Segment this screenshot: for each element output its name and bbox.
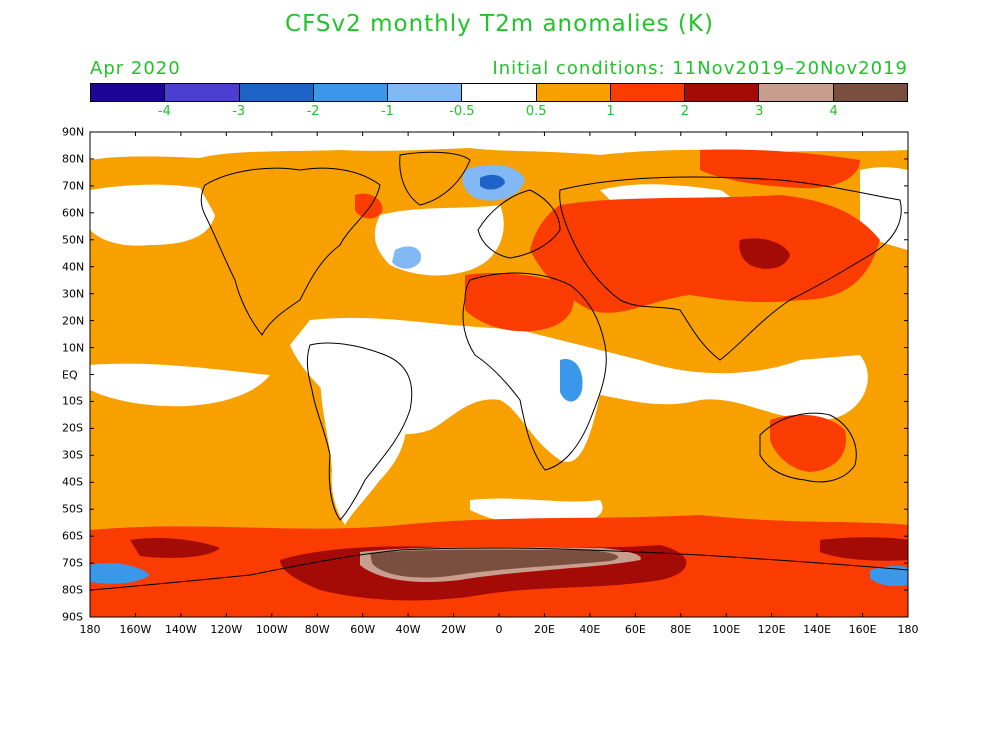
latitude-label: 50S bbox=[62, 502, 83, 516]
colorbar-label: -3 bbox=[232, 104, 246, 119]
colorbar-swatch bbox=[313, 84, 389, 101]
southern-ocean-dark-red-west bbox=[130, 537, 220, 558]
colorbar-swatch bbox=[388, 84, 463, 101]
colorbar-label: -2 bbox=[306, 104, 320, 119]
china-dark-red bbox=[739, 238, 790, 269]
latitude-label: 80S bbox=[62, 583, 83, 597]
longitude-label: 180 bbox=[79, 623, 101, 636]
longitude-label: 60E bbox=[624, 623, 646, 636]
antarctica-coast bbox=[90, 547, 908, 591]
colorbar-label: 3 bbox=[755, 104, 764, 119]
colorbar-swatch bbox=[91, 84, 166, 101]
arctic-white bbox=[90, 132, 908, 160]
colorbar-swatch bbox=[239, 84, 314, 101]
latitude-label: 30N bbox=[62, 287, 85, 301]
south-america-coast bbox=[306, 342, 413, 521]
longitude-label: 140E bbox=[803, 623, 832, 636]
north-africa-red bbox=[465, 273, 574, 332]
east-africa-blue bbox=[560, 359, 583, 402]
latitude-label: 40S bbox=[62, 475, 83, 489]
eastern-pacific-white bbox=[90, 363, 270, 407]
colorbar-swatch bbox=[833, 84, 907, 101]
longitude-label: 140W bbox=[164, 623, 197, 636]
longitude-label: 80E bbox=[670, 623, 692, 636]
siberia-red bbox=[700, 149, 860, 189]
east-antarctic-blue bbox=[870, 565, 908, 587]
longitude-label: 20E bbox=[533, 623, 555, 636]
latitude-label: 10S bbox=[62, 394, 83, 408]
africa-coast bbox=[462, 272, 607, 471]
longitude-label: 180 bbox=[897, 623, 919, 636]
greenland-sea-blue-core bbox=[480, 174, 505, 190]
latitude-label: 60N bbox=[62, 206, 85, 220]
south-america-white bbox=[320, 369, 407, 525]
latitude-label: 10N bbox=[62, 341, 85, 355]
colorbar-swatch bbox=[165, 84, 240, 101]
latitude-label: 70S bbox=[62, 556, 83, 570]
colorbar-label: 1 bbox=[606, 104, 615, 119]
colorbar-label: 4 bbox=[829, 104, 838, 119]
australia-coast bbox=[759, 412, 857, 483]
latitude-label: 30S bbox=[62, 448, 83, 462]
longitude-label: 100W bbox=[255, 623, 288, 636]
greenland-coast bbox=[399, 151, 471, 206]
initial-conditions: Initial conditions: 11Nov2019–20Nov2019 bbox=[492, 58, 908, 79]
australia-red bbox=[770, 414, 846, 472]
atlantic-blue bbox=[392, 246, 421, 269]
longitude-label: 40W bbox=[395, 623, 421, 636]
latitude-label: 50N bbox=[62, 233, 85, 247]
longitude-label: 120E bbox=[757, 623, 786, 636]
chart-title: CFSv2 monthly T2m anomalies (K) bbox=[285, 11, 714, 37]
antarctic-brown bbox=[370, 549, 619, 578]
colorbar-swatch bbox=[462, 84, 537, 101]
longitude-label: 20W bbox=[441, 623, 466, 636]
forecast-month: Apr 2020 bbox=[90, 58, 181, 79]
latitude-label: 40N bbox=[62, 260, 85, 274]
latitude-label: 70N bbox=[62, 179, 85, 193]
eurasia-red bbox=[530, 195, 880, 313]
longitude-label: 60W bbox=[350, 623, 376, 636]
asia-coast bbox=[559, 176, 902, 361]
latitude-label: 20S bbox=[62, 421, 83, 435]
colorbar-label: 2 bbox=[680, 104, 690, 119]
southern-ocean-dark-red-east bbox=[820, 537, 908, 561]
axis-ticks bbox=[89, 131, 909, 618]
europe-coast bbox=[477, 189, 561, 259]
latitude-label: 90S bbox=[62, 610, 83, 624]
colorbar-swatch bbox=[759, 84, 834, 101]
longitude-label: 160W bbox=[119, 623, 152, 636]
longitude-label: 160E bbox=[848, 623, 877, 636]
colorbar-label: 0.5 bbox=[525, 104, 547, 119]
north-pacific-white bbox=[90, 184, 215, 246]
colorbar-swatch bbox=[610, 84, 686, 101]
latitude-label: 90N bbox=[62, 125, 85, 139]
coastlines bbox=[90, 151, 908, 591]
colorbar bbox=[90, 83, 908, 102]
latitude-label: EQ bbox=[62, 368, 78, 381]
colorbar-label: -1 bbox=[380, 104, 394, 119]
longitude-label: 40E bbox=[579, 623, 601, 636]
colorbar-swatch bbox=[685, 84, 760, 101]
colorbar-label: -4 bbox=[157, 104, 171, 119]
latitude-label: 20N bbox=[62, 314, 85, 328]
negative-anomaly-regions bbox=[90, 164, 908, 587]
longitude-label: 0 bbox=[495, 623, 503, 636]
colorbar-label: -0.5 bbox=[449, 104, 475, 119]
map-plot-area bbox=[90, 132, 908, 617]
longitude-label: 120W bbox=[210, 623, 243, 636]
latitude-label: 60S bbox=[62, 529, 83, 543]
ross-sea-blue bbox=[90, 563, 150, 584]
hudson-red bbox=[355, 193, 383, 219]
longitude-label: 100E bbox=[712, 623, 741, 636]
colorbar-swatch bbox=[536, 84, 611, 101]
longitude-label: 80W bbox=[304, 623, 330, 636]
latitude-label: 80N bbox=[62, 152, 85, 166]
north-america-coast bbox=[200, 167, 381, 336]
